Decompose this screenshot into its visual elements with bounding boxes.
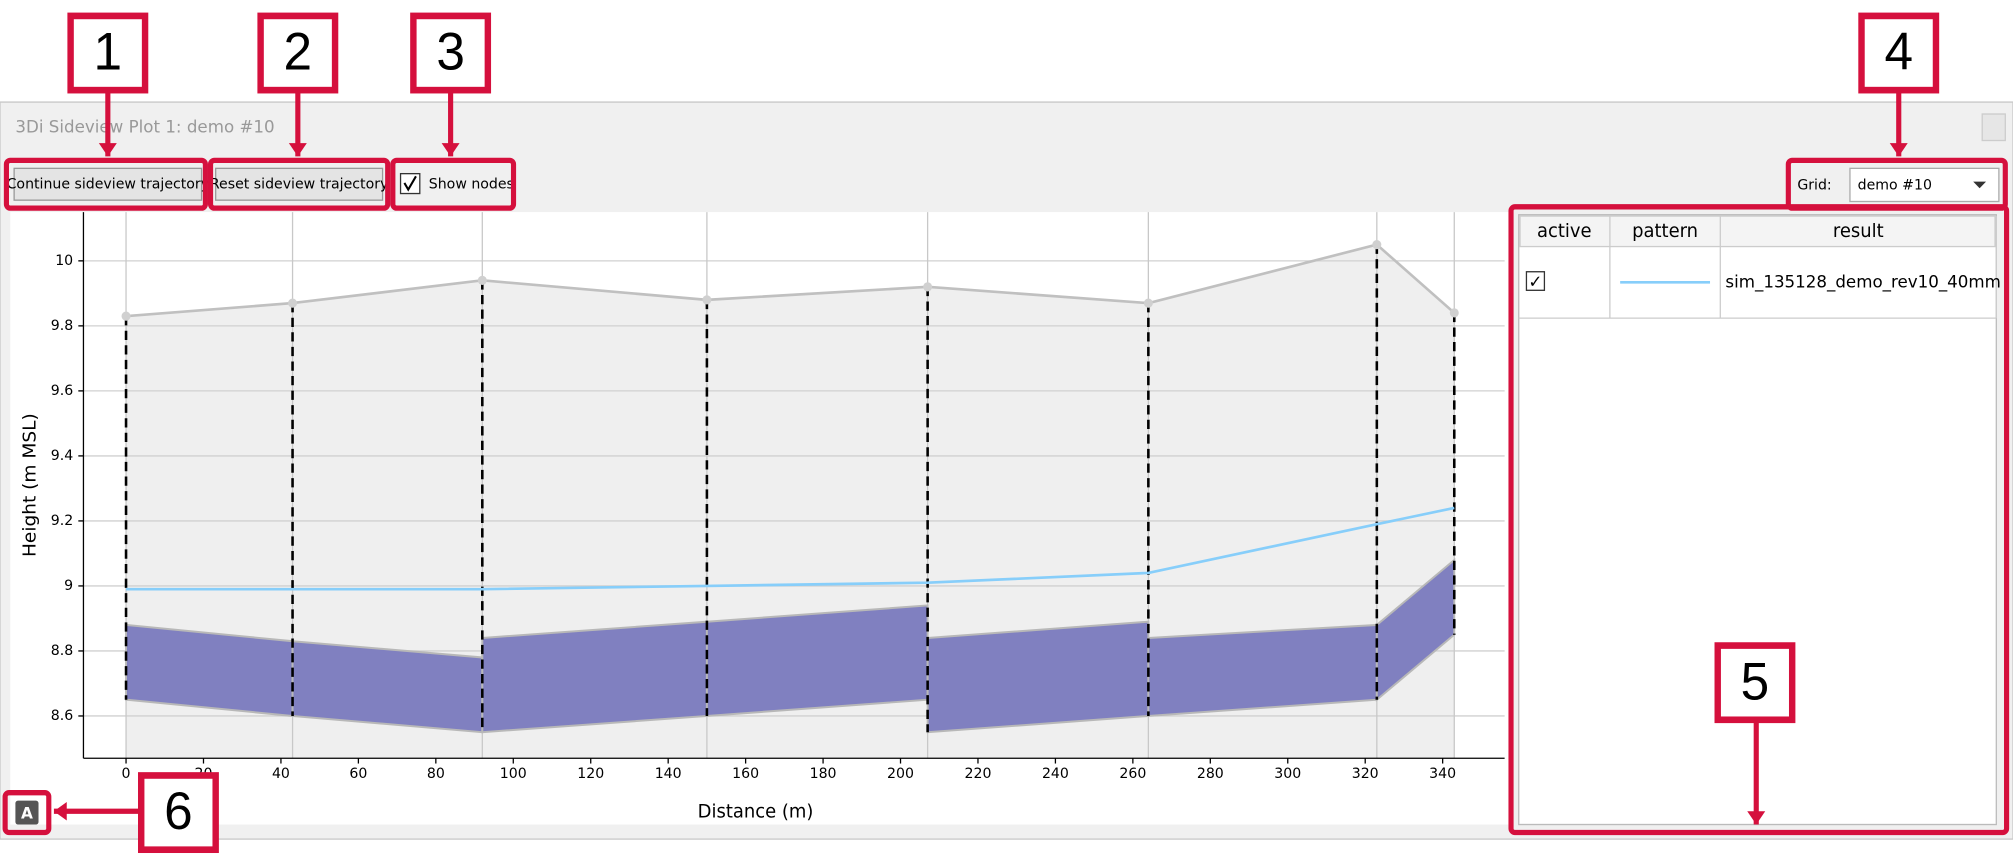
surface-node [121, 311, 131, 321]
callout-number: 5 [1741, 653, 1770, 712]
callout-box [67, 12, 149, 94]
x-tick-label: 140 [655, 766, 682, 782]
highlight [1508, 204, 2010, 836]
y-tick-label: 9.6 [51, 383, 73, 399]
x-tick-label: 60 [349, 766, 367, 782]
highlight [207, 157, 391, 211]
x-tick-label: 260 [1119, 766, 1146, 782]
row-check: ✓ [1528, 271, 1542, 291]
pipe [125, 623, 294, 718]
x-tick-label: 100 [500, 766, 527, 782]
x-tick-label: 80 [427, 766, 445, 782]
callout-arrowhead [98, 143, 117, 157]
y-tick-label: 9.8 [51, 318, 73, 334]
dropdown-arrow [1973, 181, 1987, 189]
callout-arrowhead [441, 143, 460, 157]
callouts: 1 2 3 4 5 6 [2, 12, 2010, 854]
close-button[interactable] [1981, 113, 2006, 142]
grid-select-value: demo #10 [1858, 177, 1932, 193]
pipe [291, 640, 484, 734]
checkmark [403, 175, 417, 192]
reset-button[interactable] [215, 167, 384, 201]
chart: 8.68.899.29.49.69.8100204060801001201401… [20, 212, 1505, 823]
x-tick-label: 180 [810, 766, 837, 782]
callout-arrowhead [288, 143, 307, 157]
callout-arrowhead [53, 801, 67, 821]
y-tick-label: 9.4 [51, 448, 73, 464]
y-tick-label: 8.6 [51, 708, 73, 724]
y-tick-label: 8.8 [51, 643, 73, 659]
pipe [481, 620, 708, 734]
surface-node [1449, 308, 1459, 318]
x-tick-label: 300 [1274, 766, 1301, 782]
results-table: active pattern result ✓ sim_135128_demo_rev1… [1518, 215, 2001, 319]
pipe [1147, 623, 1378, 718]
autoscale-icon[interactable] [15, 800, 39, 825]
surface-node [288, 298, 298, 308]
callout-box [410, 12, 492, 94]
x-axis-label: Distance (m) [698, 801, 814, 822]
surface-node [1372, 239, 1382, 250]
show-nodes-checkbox[interactable] [399, 172, 421, 195]
callout-box [1858, 12, 1940, 94]
callout-arrowhead [1889, 143, 1908, 157]
grid-select[interactable] [1849, 167, 2000, 203]
x-tick-label: 340 [1429, 766, 1456, 782]
water-level-line [126, 506, 1455, 591]
pipe [705, 604, 929, 718]
surface-line [125, 243, 1456, 318]
table-header [1519, 215, 1996, 248]
reset-button-label: Reset sideview trajectory [210, 176, 389, 192]
x-tick-label: 240 [1042, 766, 1069, 782]
pipe [926, 620, 1150, 734]
row-checkbox[interactable] [1525, 271, 1546, 291]
y-tick-label: 10 [55, 253, 73, 269]
x-tick-label: 220 [964, 766, 991, 782]
x-tick-label: 320 [1352, 766, 1379, 782]
y-tick-label: 9.2 [51, 513, 73, 529]
table-header-cell: pattern [1632, 221, 1698, 242]
highlight [2, 790, 52, 836]
table-header-cell: active [1537, 221, 1592, 242]
callout-number: 1 [94, 23, 123, 82]
callout-box [138, 772, 219, 854]
continue-button[interactable] [13, 167, 203, 201]
autoscale-icon-glyph: A [21, 803, 34, 822]
surface-node [477, 275, 487, 285]
callout-number: 2 [284, 23, 313, 82]
grid-label: Grid: [1797, 177, 1831, 193]
continue-button-label: Continue sideview trajectory [7, 176, 210, 192]
callout-box [257, 12, 339, 94]
table-header-cell: result [1833, 221, 1884, 242]
x-tick-label: 0 [122, 766, 131, 782]
row-result: sim_135128_demo_rev10_40mm [1725, 271, 2000, 292]
x-tick-label: 280 [1197, 766, 1224, 782]
callout-number: 6 [164, 783, 193, 842]
x-tick-label: 160 [732, 766, 759, 782]
y-tick-label: 9 [64, 578, 73, 594]
y-axis-label: Height (m MSL) [20, 413, 41, 557]
highlight [3, 157, 208, 211]
x-tick-label: 40 [272, 766, 290, 782]
callout-arrowhead [1747, 811, 1766, 825]
window-title: 3Di Sideview Plot 1: demo #10 [15, 116, 274, 136]
x-tick-label: 200 [887, 766, 914, 782]
highlight [390, 157, 517, 211]
surface-node [1143, 298, 1153, 308]
show-nodes-label: Show nodes [429, 176, 514, 192]
x-tick-label: 120 [577, 766, 604, 782]
callout-number: 3 [436, 23, 465, 82]
surface-node [702, 295, 712, 305]
callout-number: 4 [1884, 23, 1913, 82]
surface-node [923, 282, 933, 292]
callout-box [1714, 642, 1796, 724]
